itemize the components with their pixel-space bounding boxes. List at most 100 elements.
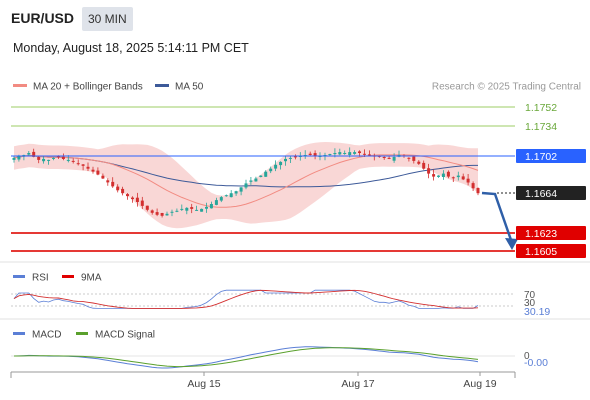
- candle-body: [363, 153, 366, 155]
- pivot-label: 1.1702: [525, 151, 557, 163]
- candle-body: [214, 200, 218, 205]
- ma50-legend-swatch: [155, 84, 169, 87]
- candle-body: [412, 156, 416, 161]
- candle-body: [219, 197, 223, 201]
- chart-header: EUR/USD 30 MIN: [0, 0, 590, 36]
- candle-body: [17, 156, 21, 160]
- candle-body: [195, 209, 199, 211]
- support-2-label: 1.1605: [525, 246, 557, 258]
- rsi-value-label: 30.19: [524, 306, 550, 318]
- candle-body: [135, 197, 139, 202]
- candle-body: [382, 157, 386, 158]
- rsi-lower-label: 30: [524, 298, 536, 309]
- candle-body: [308, 153, 312, 155]
- candle-body: [456, 175, 460, 178]
- candle-body: [293, 156, 297, 158]
- macd-signal-legend-swatch: [76, 332, 88, 335]
- candle-body: [185, 207, 189, 211]
- ma20-line: [13, 154, 479, 208]
- candle-body: [353, 152, 357, 154]
- candle-body: [224, 195, 228, 197]
- candle-body: [432, 174, 436, 177]
- candle-body: [279, 161, 283, 166]
- candle-body: [284, 158, 287, 162]
- candle-body: [170, 211, 174, 213]
- x-tick-label: Aug 19: [463, 378, 496, 390]
- bollinger-band: [14, 142, 478, 229]
- candle-body: [461, 176, 465, 180]
- candle-body: [96, 170, 100, 175]
- pivot-label-box: [516, 149, 586, 163]
- candle-body: [348, 152, 352, 155]
- candle-body: [71, 160, 75, 162]
- candle-body: [121, 188, 125, 194]
- rsi-panel: RSI 9MA 70 30 30.19: [11, 273, 550, 318]
- ma50-legend-label: MA 50: [175, 82, 204, 93]
- candle-body: [234, 191, 238, 194]
- last-price-label-box: [516, 186, 586, 200]
- candle-body: [61, 156, 65, 159]
- candle-body: [288, 157, 292, 159]
- candle-body: [190, 207, 194, 209]
- rsi-legend-label: RSI: [32, 273, 49, 284]
- candle-body: [239, 187, 243, 192]
- candle-body: [126, 194, 129, 197]
- macd-signal-line: [14, 347, 479, 368]
- support-1-label-box: [516, 226, 586, 240]
- candle-body: [160, 213, 164, 216]
- candle-body: [274, 164, 278, 169]
- chart-datetime: Monday, August 18, 2025 5:14:11 PM CET: [13, 41, 249, 55]
- rsi-ma-legend-label: 9MA: [81, 273, 102, 284]
- candle-body: [451, 177, 455, 179]
- instrument-title: EUR/USD: [11, 10, 75, 26]
- candle-body: [254, 178, 258, 182]
- candle-body: [86, 166, 90, 169]
- candle-body: [427, 168, 431, 174]
- candle-body: [200, 208, 204, 212]
- candle-body: [466, 178, 470, 183]
- candle-body: [111, 181, 115, 187]
- rsi-ma-line: [13, 289, 479, 309]
- candle-body: [155, 212, 159, 215]
- rsi-legend-swatch: [13, 275, 25, 278]
- rsi-line: [13, 289, 479, 309]
- candle-body: [264, 171, 268, 177]
- rsi-upper-label: 70: [524, 290, 536, 301]
- candle-body: [32, 151, 36, 157]
- candle-body: [145, 205, 149, 210]
- candle-body: [116, 186, 120, 191]
- ma20-legend-label: MA 20 + Bollinger Bands: [33, 82, 143, 93]
- candle-body: [27, 153, 31, 155]
- candle-body: [131, 197, 134, 200]
- candle-body: [244, 183, 248, 188]
- candle-body: [333, 153, 337, 155]
- candle-body: [42, 158, 46, 162]
- resistance-1-label: 1.1734: [525, 121, 557, 133]
- candle-body: [476, 188, 480, 194]
- macd-value-label: -0.00: [524, 357, 548, 369]
- candle-body: [56, 156, 60, 158]
- x-tick-label: Aug 15: [187, 378, 220, 390]
- candle-body: [47, 159, 51, 161]
- timeframe-badge[interactable]: 30 MIN: [82, 7, 133, 31]
- candle-body: [150, 210, 154, 213]
- resistance-2-label: 1.1752: [525, 102, 557, 114]
- candle-body: [422, 162, 426, 169]
- candle-body: [328, 154, 332, 155]
- macd-legend-label: MACD: [32, 330, 61, 341]
- candle-body: [106, 180, 110, 183]
- candle-body: [471, 183, 475, 189]
- candle-body: [367, 154, 371, 156]
- candle-body: [249, 180, 253, 182]
- candle-body: [437, 175, 440, 177]
- candle-body: [140, 200, 144, 206]
- candle-body: [313, 153, 317, 156]
- macd-zero-label: 0: [524, 351, 530, 362]
- x-tick-label: Aug 17: [341, 378, 374, 390]
- candle-body: [269, 168, 273, 172]
- candle-body: [387, 157, 391, 159]
- candle-body: [37, 157, 41, 160]
- candle-body: [209, 204, 213, 209]
